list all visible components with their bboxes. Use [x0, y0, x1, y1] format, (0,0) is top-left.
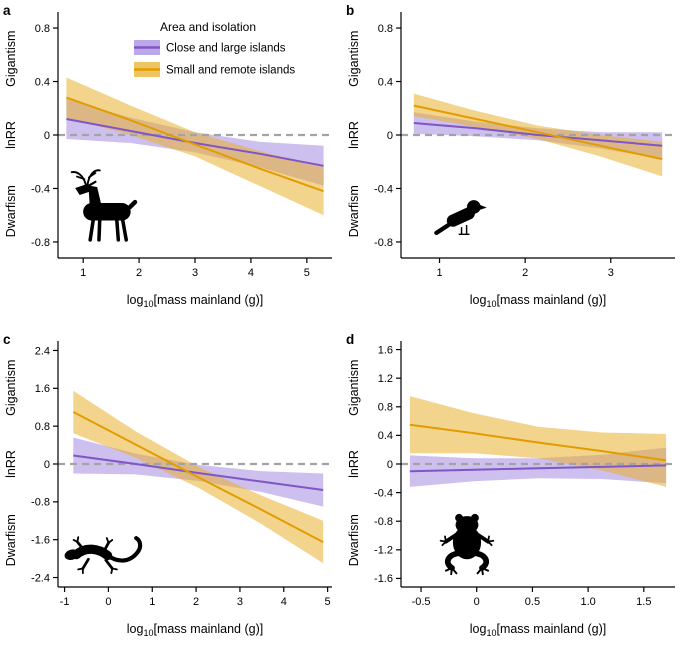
x-tick-label: 4 [248, 267, 254, 279]
x-tick-label: 3 [237, 596, 243, 608]
x-axis-title: log10[mass mainland (g)] [470, 622, 606, 638]
y-axis-label-gigantism: Gigantism [4, 31, 18, 87]
y-tick-label: 0 [387, 459, 393, 471]
x-axis-title: log10[mass mainland (g)] [127, 293, 263, 309]
y-tick-label: -0.8 [31, 237, 50, 249]
deer-silhouette [70, 169, 138, 242]
y-axis-label-dwarfism: Dwarfism [4, 185, 18, 237]
lizard-silhouette-shapes [64, 536, 143, 575]
y-tick-label: 1.6 [35, 383, 50, 395]
y-axis-label-lnrr: lnRR [4, 450, 18, 478]
lizard-silhouette [64, 536, 143, 575]
regression-line-small [66, 96, 324, 193]
x-tick-label: 2 [522, 267, 528, 279]
bird-silhouette-shapes [434, 200, 487, 236]
y-tick-label: 1.2 [378, 373, 393, 385]
deer-silhouette-shapes [70, 169, 138, 242]
y-tick-label: 0.8 [35, 23, 50, 35]
y-tick-label: -0.4 [31, 183, 50, 195]
x-tick-label: -1 [60, 596, 70, 608]
y-axis-label-lnrr: lnRR [347, 121, 361, 149]
panel-letter: d [346, 332, 354, 347]
x-tick-label: 2 [193, 596, 199, 608]
x-tick-label: -0.5 [412, 596, 431, 608]
y-tick-label: -1.2 [374, 545, 393, 557]
regression-line-small [409, 423, 667, 462]
y-tick-label: -0.8 [374, 516, 393, 528]
x-tick-label: 0 [105, 596, 111, 608]
y-tick-label: -0.8 [31, 497, 50, 509]
y-axis-label-dwarfism: Dwarfism [347, 514, 361, 566]
x-tick-label: 1 [436, 267, 442, 279]
x-axis-title: log10[mass mainland (g)] [470, 293, 606, 309]
bird-silhouette [434, 200, 487, 236]
y-tick-label: 0 [44, 459, 50, 471]
panel-letter: c [3, 332, 11, 347]
regression-line-close [73, 454, 324, 491]
legend-title: Area and isolation [160, 20, 256, 34]
y-tick-label: 2.4 [35, 345, 50, 357]
y-axis-label-gigantism: Gigantism [347, 360, 361, 416]
x-tick-label: 0 [474, 596, 480, 608]
y-axis-label-lnrr: lnRR [4, 121, 18, 149]
y-axis-label-gigantism: Gigantism [347, 31, 361, 87]
y-tick-label: -1.6 [374, 573, 393, 585]
y-tick-label: 0.4 [35, 76, 50, 88]
y-tick-label: -0.4 [374, 183, 393, 195]
y-tick-label: 0.4 [378, 430, 393, 442]
y-tick-label: 0 [44, 130, 50, 142]
x-tick-label: 3 [192, 267, 198, 279]
x-tick-label: 3 [608, 267, 614, 279]
x-tick-label: 1.0 [580, 596, 595, 608]
x-tick-label: 2 [136, 267, 142, 279]
y-tick-label: -0.4 [374, 487, 393, 499]
confidence-band-small [66, 77, 324, 216]
x-tick-label: 1 [149, 596, 155, 608]
x-tick-label: 5 [304, 267, 310, 279]
y-tick-label: 0.8 [378, 23, 393, 35]
panel-a: 1 2 3 4 5 -0.8 -0.4 0 0.4 0.8 Gigantism lnRR Dwarfis… [0, 0, 342, 328]
x-tick-label: 0.5 [525, 596, 540, 608]
x-tick-label: 5 [325, 596, 331, 608]
y-tick-label: -0.8 [374, 237, 393, 249]
regression-line-close [413, 122, 663, 147]
regression-line-small [413, 104, 663, 161]
y-tick-label: 1.6 [378, 344, 393, 356]
legend: Area and isolation Close and large island… [134, 20, 295, 77]
y-axis-label-dwarfism: Dwarfism [4, 514, 18, 566]
y-axis-label-gigantism: Gigantism [4, 360, 18, 416]
x-tick-label: 1.5 [636, 596, 651, 608]
regression-line-small [72, 411, 324, 543]
y-tick-label: 0.8 [378, 402, 393, 414]
frog-silhouette [439, 513, 495, 576]
regression-line-close [409, 464, 667, 473]
panel-b: 1 2 3 -0.8 -0.4 0 0.4 0.8 Gigantism lnRR Dwarfism l… [343, 0, 685, 328]
x-axis-title: log10[mass mainland (g)] [127, 622, 263, 638]
y-tick-label: -2.4 [31, 572, 50, 584]
y-tick-label: 0 [387, 130, 393, 142]
regression-line-close [66, 118, 324, 167]
y-axis-label-dwarfism: Dwarfism [347, 185, 361, 237]
y-tick-label: -1.6 [31, 534, 50, 546]
y-axis-label-lnrr: lnRR [347, 450, 361, 478]
panel-d: -0.5 0 0.5 1.0 1.5 -1.6 -1.2 -0.8 -0.4 0 0.4 0.8 1.2… [343, 329, 685, 657]
legend-label-close: Close and large islands [166, 43, 286, 55]
x-tick-label: 1 [80, 267, 86, 279]
panel-c: -1 0 1 2 3 4 5 -2.4 -1.6 -0.8 0 0.8 1.6 2.4 Gigantism l… [0, 329, 342, 657]
panel-letter: b [346, 3, 354, 18]
y-tick-label: 0.8 [35, 421, 50, 433]
panel-letter: a [3, 3, 11, 18]
x-tick-label: 4 [281, 596, 287, 608]
frog-silhouette-shapes [439, 513, 495, 576]
legend-label-small: Small and remote islands [166, 65, 295, 77]
y-tick-label: 0.4 [378, 76, 393, 88]
